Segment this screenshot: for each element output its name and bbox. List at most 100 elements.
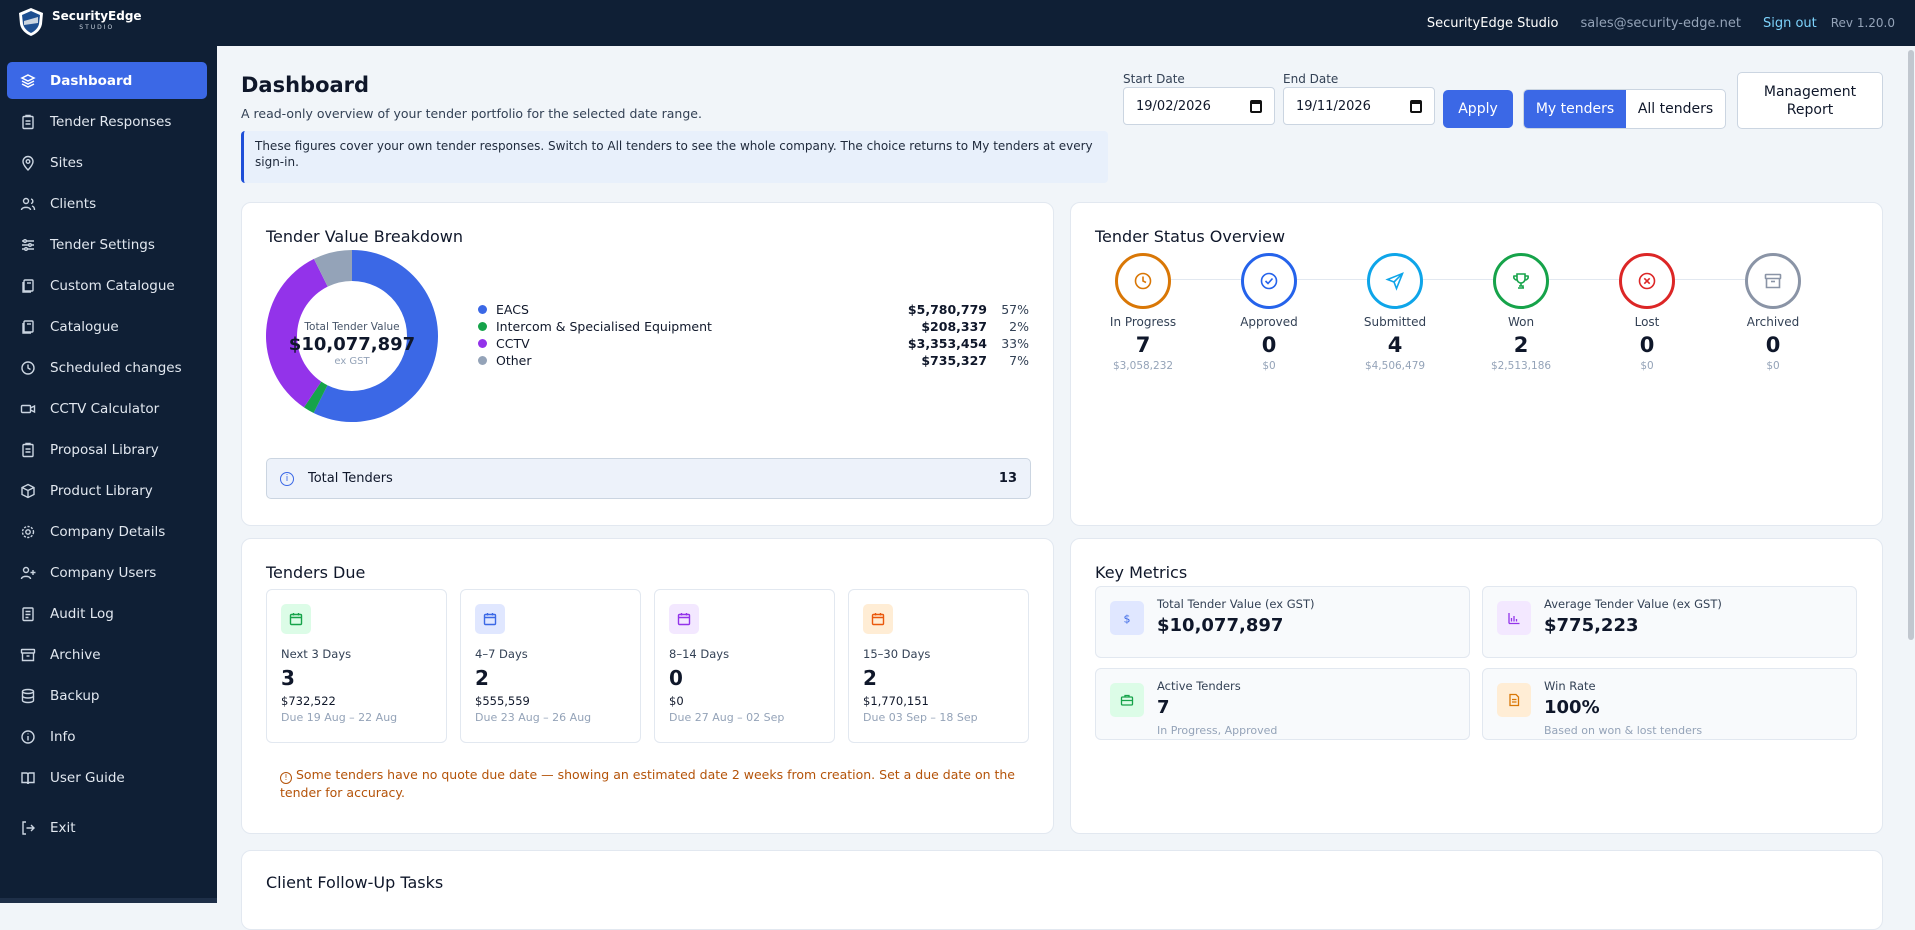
total-tenders-label: Total Tenders (308, 471, 393, 486)
calendar-icon[interactable] (1410, 100, 1422, 113)
sidebar-item-custom-catalogue[interactable]: Custom Catalogue (7, 267, 207, 304)
metric-value: $775,223 (1544, 615, 1639, 636)
status-won[interactable]: Won 2 $2,513,186 (1471, 253, 1571, 372)
legend-item: EACS $5,780,779 57% (478, 301, 1029, 318)
calendar-icon (475, 604, 505, 634)
legend-label: EACS (496, 302, 529, 317)
sidebar-item-label: Tender Settings (50, 236, 155, 253)
management-report-button[interactable]: Management Report (1737, 72, 1883, 129)
sidebar-item-backup[interactable]: Backup (7, 677, 207, 714)
status-label: Lost (1634, 315, 1660, 329)
sidebar-item-scheduled-changes[interactable]: Scheduled changes (7, 349, 207, 386)
sidebar-item-label: Sites (50, 154, 83, 171)
info-icon: i (280, 471, 294, 486)
sidebar-item-company-users[interactable]: Company Users (7, 554, 207, 591)
sidebar-item-label: Backup (50, 687, 100, 704)
legend-swatch (478, 305, 487, 314)
status-circle (1241, 253, 1297, 309)
metric-total-tender-value-ex-gst: $ Total Tender Value (ex GST) $10,077,897 (1095, 586, 1470, 658)
app-logo[interactable]: SecurityEdge STUDIO (14, 5, 142, 39)
log-out-icon (22, 820, 35, 835)
sidebar-item-proposal-library[interactable]: Proposal Library (7, 431, 207, 468)
card-title: Key Metrics (1095, 563, 1188, 582)
metric-value: 7 (1157, 697, 1170, 718)
due-box-3[interactable]: 8–14 Days 0 $0 Due 27 Aug – 02 Sep (654, 589, 835, 743)
metric-win-rate: Win Rate 100% Based on won & lost tenders (1482, 668, 1857, 740)
main-content: Dashboard A read-only overview of your t… (217, 46, 1915, 930)
sidebar-item-company-details[interactable]: Company Details (7, 513, 207, 550)
start-date-input[interactable]: 19/02/2026 (1123, 87, 1275, 125)
sidebar-item-label: Clients (50, 195, 97, 212)
due-amount: $0 (669, 694, 684, 708)
sidebar-item-clients[interactable]: Clients (7, 185, 207, 222)
due-amount: $732,522 (281, 694, 336, 708)
donut-slice-eacs[interactable] (313, 250, 438, 422)
end-date-value: 19/11/2026 (1296, 98, 1371, 114)
users-icon (20, 197, 36, 210)
my-tenders-button[interactable]: My tenders (1524, 90, 1626, 128)
sidebar-item-catalogue[interactable]: Catalogue (7, 308, 207, 345)
sidebar-item-tender-settings[interactable]: Tender Settings (7, 226, 207, 263)
gear-icon (21, 525, 35, 538)
status-count: 7 (1135, 333, 1151, 357)
clock-icon (1134, 272, 1152, 290)
sidebar-item-dashboard[interactable]: Dashboard (7, 62, 207, 99)
status-count: 2 (1513, 333, 1529, 357)
status-label: In Progress (1109, 315, 1177, 329)
donut-slice-cctv[interactable] (266, 258, 328, 408)
due-count: 2 (475, 666, 489, 690)
scrollbar-thumb[interactable] (1908, 50, 1914, 640)
sidebar-item-product-library[interactable]: Product Library (7, 472, 207, 509)
sidebar-item-user-guide[interactable]: User Guide (7, 759, 207, 796)
end-date-input[interactable]: 19/11/2026 (1283, 87, 1435, 125)
sidebar-item-tender-responses[interactable]: Tender Responses (7, 103, 207, 140)
calendar-icon[interactable] (1250, 100, 1262, 113)
clipboard-icon (22, 442, 34, 457)
check-circle-icon (1260, 272, 1278, 290)
sidebar-item-label: Product Library (50, 482, 153, 499)
total-tenders-value: 13 (998, 471, 1017, 486)
legend-label: Intercom & Specialised Equipment (496, 319, 712, 334)
status-label: Won (1507, 315, 1535, 329)
status-archived[interactable]: Archived 0 $0 (1723, 253, 1823, 372)
start-date-label: Start Date (1123, 72, 1185, 86)
legend-label: Other (496, 353, 532, 368)
all-tenders-button[interactable]: All tenders (1637, 101, 1714, 117)
page-scrollbar[interactable] (1906, 46, 1915, 903)
due-range: Due 27 Aug – 02 Sep (669, 711, 785, 724)
status-lost[interactable]: Lost 0 $0 (1597, 253, 1697, 372)
due-box-2[interactable]: 4–7 Days 2 $555,559 Due 23 Aug – 26 Aug (460, 589, 641, 743)
briefcase-icon (1110, 683, 1144, 717)
sidebar-item-archive[interactable]: Archive (7, 636, 207, 673)
warning-text: Some tenders have no quote due date — sh… (280, 767, 1016, 800)
status-in-progress[interactable]: In Progress 7 $3,058,232 (1093, 253, 1193, 372)
tender-status-overview-card: Tender Status Overview In Progress 7 $3,05… (1070, 202, 1883, 526)
top-right-info: SecurityEdge Studio sales@security-edge.… (1427, 0, 1895, 46)
card-title: Tender Status Overview (1095, 227, 1286, 246)
sidebar-item-audit-log[interactable]: Audit Log (7, 595, 207, 632)
clock-icon (21, 360, 35, 375)
layers-icon (20, 73, 36, 88)
metric-active-tenders: Active Tenders 7 In Progress, Approved (1095, 668, 1470, 740)
status-approved[interactable]: Approved 0 $0 (1219, 253, 1319, 372)
legend-percent: 2% (1009, 319, 1029, 334)
clipboard-list-icon (22, 606, 34, 621)
book-copy-icon (22, 319, 34, 334)
studio-name: SecurityEdge Studio (1426, 15, 1559, 31)
tender-scope-toggle: My tenders All tenders (1523, 89, 1726, 129)
sign-out-link[interactable]: Sign out (1762, 15, 1817, 31)
due-box-4[interactable]: 15–30 Days 2 $1,770,151 Due 03 Sep – 18 Sep (848, 589, 1029, 743)
due-label: 8–14 Days (669, 647, 730, 661)
sidebar-item-info[interactable]: Info (7, 718, 207, 755)
sidebar-item-exit[interactable]: Exit (7, 809, 207, 846)
donut-slice-intercom-specialised-equipment[interactable] (303, 381, 328, 413)
start-date-value: 19/02/2026 (1136, 98, 1211, 114)
apply-button[interactable]: Apply (1443, 90, 1513, 128)
donut-slice-other[interactable] (313, 250, 352, 287)
status-submitted[interactable]: Submitted 4 $4,506,479 (1345, 253, 1445, 372)
sidebar-item-sites[interactable]: Sites (7, 144, 207, 181)
end-date-label: End Date (1283, 72, 1339, 86)
due-range: Due 19 Aug – 22 Aug (281, 711, 398, 724)
due-box-1[interactable]: Next 3 Days 3 $732,522 Due 19 Aug – 22 Aug (266, 589, 447, 743)
sidebar-item-cctv-calculator[interactable]: CCTV Calculator (7, 390, 207, 427)
